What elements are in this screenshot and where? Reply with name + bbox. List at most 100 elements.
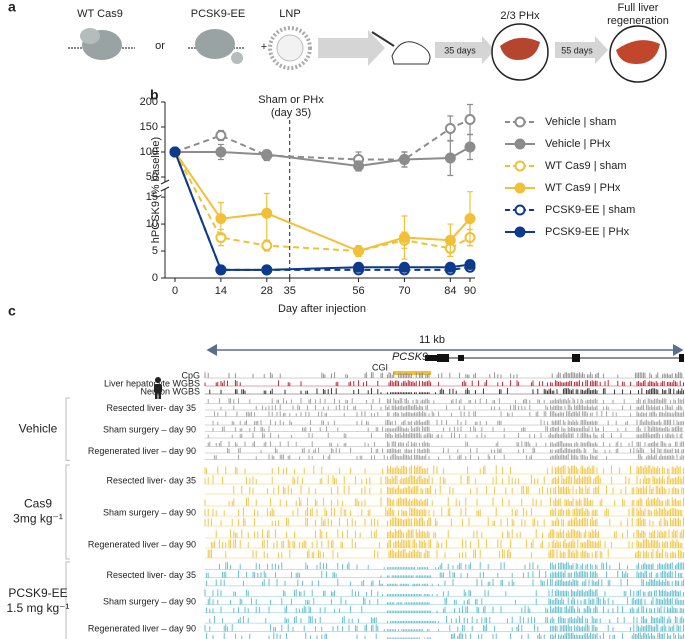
cgi-bar — [393, 371, 431, 375]
x-tick-label: 0 — [172, 285, 178, 297]
methylation-track — [212, 426, 683, 432]
x-tick-label: 28 — [261, 285, 273, 297]
methylation-track — [207, 398, 684, 404]
condition-label: Sham surgery – day 90 — [103, 425, 196, 435]
label: Full liver — [618, 2, 659, 14]
x-axis-label: Day after injection — [278, 303, 366, 315]
label: LNP — [279, 8, 300, 20]
cgi-label: CGI — [372, 362, 388, 372]
x-tick-label: 90 — [464, 285, 476, 297]
legend-label: Vehicle | PHx — [545, 138, 611, 150]
methylation-track — [204, 380, 684, 386]
series-line — [174, 151, 471, 271]
data-point — [353, 160, 365, 172]
track-label: Liver hepatocyte WGBS — [104, 378, 200, 388]
legend-label: Vehicle | sham — [545, 116, 616, 128]
methylation-track — [209, 615, 684, 624]
y-tick-label: 100 — [140, 146, 158, 158]
data-point — [398, 232, 410, 244]
condition-label: Resected liver- day 35 — [106, 475, 196, 485]
label: PCSK9-EE — [191, 8, 245, 20]
methylation-track — [214, 411, 684, 417]
data-point — [444, 261, 456, 273]
data-point — [464, 213, 476, 225]
data-point — [464, 141, 476, 153]
label: 55 days — [561, 45, 593, 55]
label: regeneration — [607, 15, 669, 27]
legend-marker — [514, 160, 526, 172]
methylation-track — [204, 497, 684, 506]
track-label: CpG — [181, 370, 200, 380]
label: 35 days — [444, 45, 476, 55]
label: WT Cas9 — [77, 8, 123, 20]
methylation-track — [206, 570, 683, 578]
panel-label: a — [8, 0, 16, 15]
methylation-track — [204, 475, 684, 484]
data-point — [464, 259, 476, 271]
methylation-track — [207, 441, 684, 447]
data-point — [464, 114, 476, 125]
annotation: (day 35) — [271, 107, 311, 119]
series-line — [174, 151, 471, 271]
y-tick-label: 10 — [146, 218, 158, 230]
condition-label: Resected liver- day 35 — [106, 403, 196, 413]
methylation-track — [207, 432, 683, 438]
legend-label: PCSK9-EE | PHx — [545, 226, 630, 238]
condition-label: Sham surgery – day 90 — [103, 597, 196, 607]
methylation-track — [207, 597, 684, 605]
data-point — [353, 245, 365, 257]
methylation-track — [233, 485, 684, 494]
methylation-track — [212, 419, 684, 425]
data-point — [261, 207, 273, 219]
condition-label: Regenerated liver – day 90 — [88, 624, 196, 634]
panel-label: b — [150, 87, 159, 103]
methylation-track — [220, 404, 683, 410]
data-point — [444, 152, 456, 164]
legend-marker — [514, 226, 526, 238]
methylation-track — [204, 507, 683, 516]
data-point — [215, 146, 227, 158]
y-tick-label: 5 — [152, 245, 158, 257]
y-tick-label: 15 — [146, 191, 158, 203]
condition-label: Regenerated liver – day 90 — [88, 539, 196, 549]
methylation-track — [214, 454, 684, 460]
x-tick-label: 35 — [284, 285, 296, 297]
y-tick-label: 200 — [140, 96, 158, 108]
condition-label: Sham surgery – day 90 — [103, 507, 196, 517]
legend-label: WT Cas9 | PHx — [545, 182, 621, 194]
methylation-track — [204, 465, 684, 474]
data-point — [215, 130, 227, 141]
panel-label: c — [8, 303, 16, 319]
group-label: Vehicle — [19, 421, 58, 435]
methylation-track — [204, 372, 683, 378]
scale-label: 11 kb — [419, 334, 445, 346]
data-point — [261, 264, 273, 276]
methylation-track — [204, 517, 684, 526]
x-tick-label: 84 — [444, 285, 456, 297]
y-tick-label: 0 — [152, 272, 158, 284]
x-tick-label: 56 — [352, 285, 364, 297]
person-icon — [154, 377, 162, 399]
methylation-track — [226, 447, 684, 453]
group-label: PCSK9-EE — [8, 586, 67, 600]
group-bracket — [65, 397, 70, 461]
data-point — [398, 154, 410, 165]
annotation: Sham or PHx — [258, 94, 324, 106]
legend-marker — [514, 182, 526, 194]
data-point — [215, 213, 227, 225]
data-point — [261, 149, 273, 160]
data-point — [444, 123, 456, 134]
track-label: Neuron WGBS — [140, 386, 200, 396]
data-point — [353, 261, 365, 273]
methylation-track — [209, 388, 684, 394]
group-label: 3mg kg⁻¹ — [13, 512, 63, 526]
y-axis-label: hPCSK9 (% baseline) — [150, 137, 162, 243]
x-tick-label: 70 — [398, 285, 410, 297]
axis-break — [160, 186, 170, 192]
gene-model — [425, 354, 684, 362]
condition-label: Resected liver- day 35 — [106, 570, 196, 580]
data-point — [169, 146, 181, 158]
